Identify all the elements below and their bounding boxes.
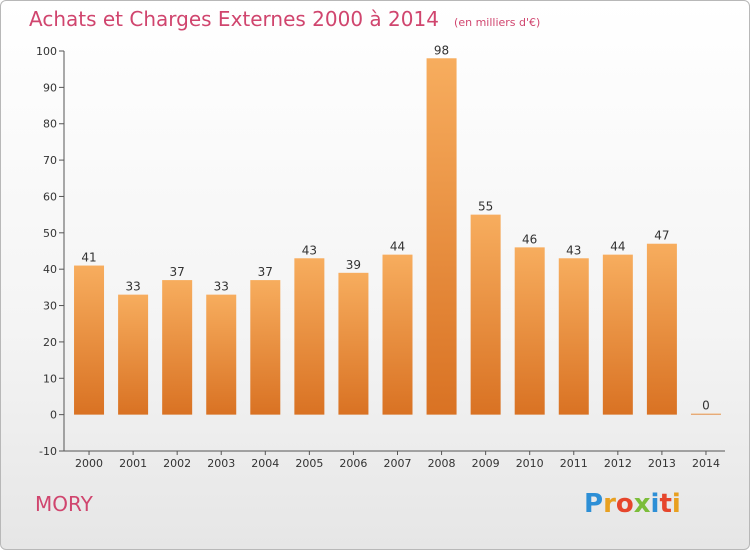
y-tick-label: 10 bbox=[43, 372, 57, 385]
bar-2002 bbox=[162, 280, 193, 415]
x-tick-label: 2000 bbox=[75, 457, 103, 470]
value-label: 43 bbox=[302, 243, 317, 257]
y-tick-label: 20 bbox=[43, 336, 57, 349]
value-labels: 41 33 37 33 37 43 39 44 98 55 46 43 44 47 0 bbox=[81, 43, 709, 412]
value-label: 55 bbox=[478, 200, 493, 214]
axes: -10 0 10 20 30 40 50 60 70 80 90 100 2000 2001 2002 200… bbox=[36, 45, 725, 470]
commune-name: MORY bbox=[35, 492, 93, 516]
value-label: 37 bbox=[258, 265, 273, 279]
x-tick-label: 2014 bbox=[692, 457, 720, 470]
chart-subtitle: (en milliers d'€) bbox=[454, 16, 541, 29]
value-label: 98 bbox=[434, 43, 449, 57]
x-tick-label: 2003 bbox=[207, 457, 235, 470]
y-tick-label: 90 bbox=[43, 81, 57, 94]
y-tick-label: 30 bbox=[43, 300, 57, 313]
value-label: 0 bbox=[702, 399, 710, 413]
y-tick-label: 100 bbox=[36, 45, 57, 58]
x-tick-label: 2001 bbox=[119, 457, 147, 470]
x-tick-label: 2005 bbox=[295, 457, 323, 470]
value-label: 46 bbox=[522, 232, 537, 246]
y-tick-label: 70 bbox=[43, 154, 57, 167]
bar-2008 bbox=[426, 58, 457, 415]
title-row: Achats et Charges Externes 2000 à 2014 (… bbox=[29, 7, 540, 31]
chart-title: Achats et Charges Externes 2000 à 2014 bbox=[29, 7, 439, 31]
bar-2007 bbox=[382, 254, 413, 415]
bar-2013 bbox=[646, 243, 677, 415]
bar-2003 bbox=[206, 294, 237, 415]
value-label: 39 bbox=[346, 258, 361, 272]
value-label: 41 bbox=[81, 251, 96, 265]
x-tick-label: 2012 bbox=[604, 457, 632, 470]
bar-2000 bbox=[74, 265, 105, 415]
value-label: 33 bbox=[214, 280, 229, 294]
bar-2006 bbox=[338, 272, 369, 415]
value-label: 44 bbox=[390, 240, 405, 254]
bar-2012 bbox=[602, 254, 633, 415]
bar-2005 bbox=[294, 258, 325, 415]
value-label: 44 bbox=[610, 240, 625, 254]
x-tick-label: 2007 bbox=[384, 457, 412, 470]
y-tick-label: -10 bbox=[39, 445, 57, 458]
x-tick-label: 2009 bbox=[472, 457, 500, 470]
value-label: 47 bbox=[654, 229, 669, 243]
bar-2009 bbox=[470, 214, 501, 415]
x-tick-label: 2010 bbox=[516, 457, 544, 470]
x-tick-label: 2002 bbox=[163, 457, 191, 470]
proxiti-logo: Proxiti bbox=[584, 489, 681, 519]
x-tick-label: 2011 bbox=[560, 457, 588, 470]
y-tick-label: 40 bbox=[43, 263, 57, 276]
y-tick-label: 0 bbox=[50, 409, 57, 422]
y-tick-label: 60 bbox=[43, 190, 57, 203]
bar-2001 bbox=[118, 294, 149, 415]
x-tick-label: 2013 bbox=[648, 457, 676, 470]
x-tick-label: 2006 bbox=[339, 457, 367, 470]
value-label: 37 bbox=[170, 265, 185, 279]
y-tick-label: 80 bbox=[43, 118, 57, 131]
bar-2014 bbox=[690, 413, 721, 415]
bars bbox=[74, 58, 721, 415]
value-label: 33 bbox=[125, 280, 140, 294]
y-tick-label: 50 bbox=[43, 227, 57, 240]
bar-2011 bbox=[558, 258, 589, 415]
value-label: 43 bbox=[566, 243, 581, 257]
x-tick-label: 2008 bbox=[428, 457, 456, 470]
bar-2004 bbox=[250, 280, 281, 415]
bar-2010 bbox=[514, 247, 545, 415]
x-tick-label: 2004 bbox=[251, 457, 279, 470]
